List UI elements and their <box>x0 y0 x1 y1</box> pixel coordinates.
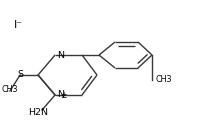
Text: CH3: CH3 <box>2 85 18 94</box>
Text: ±: ± <box>60 91 67 100</box>
Text: N: N <box>57 51 64 59</box>
Text: N: N <box>57 91 64 99</box>
Text: CH3: CH3 <box>155 75 172 85</box>
Text: H2N: H2N <box>28 109 48 118</box>
Text: S: S <box>17 71 23 79</box>
Text: I⁻: I⁻ <box>13 20 23 30</box>
